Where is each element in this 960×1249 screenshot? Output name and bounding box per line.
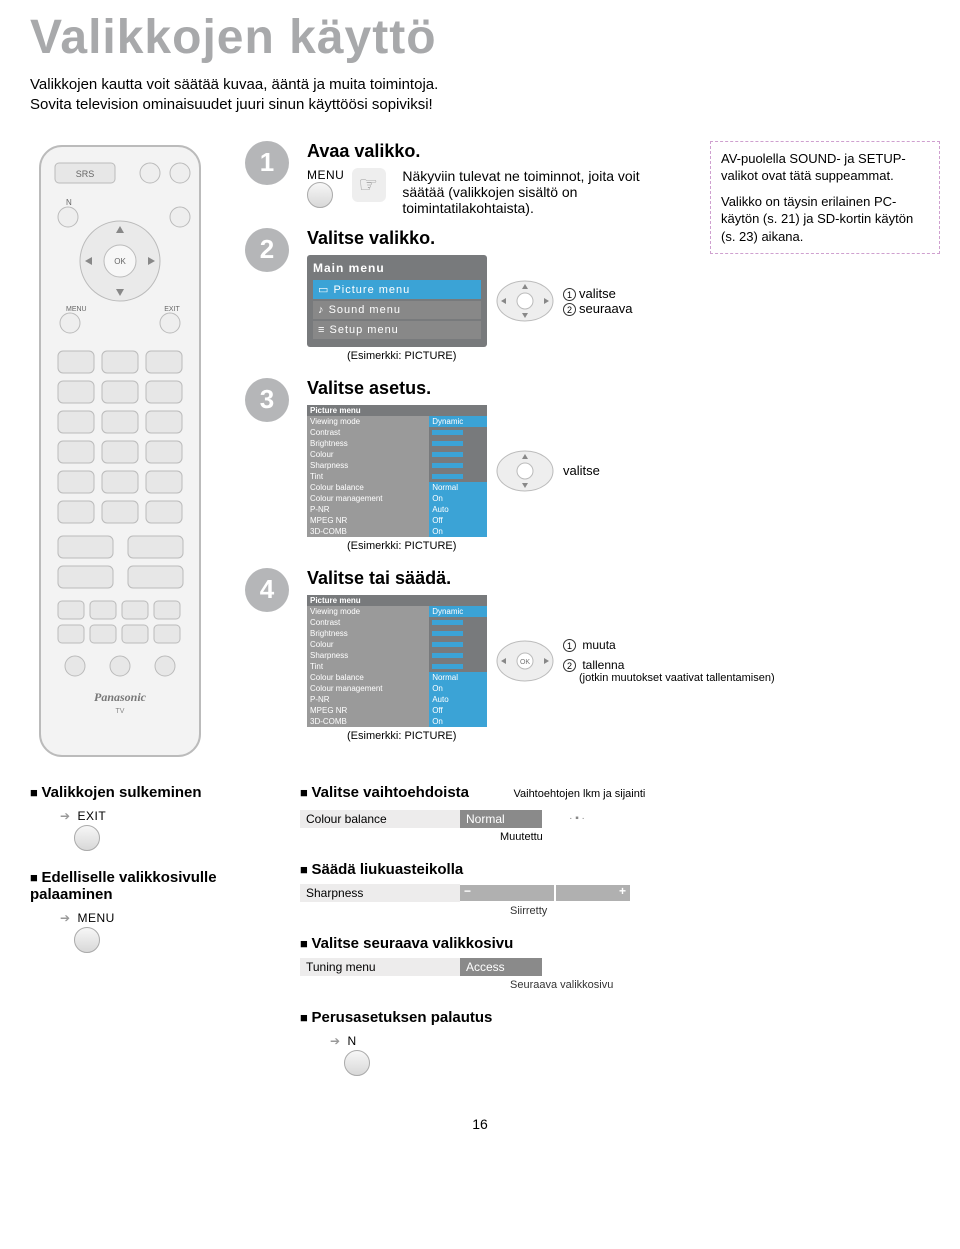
sharpness-row: Sharpness: [300, 884, 930, 902]
slider-heading: Säädä liukuasteikolla: [300, 861, 930, 878]
dpad-icon-3: OK: [495, 639, 555, 683]
menu-item-sound: ♪ Sound menu: [313, 301, 481, 319]
menu-item-picture: ▭ Picture menu: [313, 280, 481, 299]
n-button-icon: [344, 1050, 370, 1076]
step-3: 3 Valitse asetus. Picture menuViewing mo…: [245, 378, 930, 556]
next-page-heading: Valitse seuraava valikkosivu: [300, 935, 930, 952]
remote-illustration: SRS N OK MENU EXIT: [30, 141, 230, 766]
step-badge-4: 4: [245, 568, 289, 612]
back-menu-heading: Edelliselle valikkosivulle palaaminen: [30, 869, 270, 903]
step-4-title: Valitse tai säädä.: [307, 568, 930, 589]
menu-item-setup: ≡ Setup menu: [313, 321, 481, 339]
page-number: 16: [30, 1116, 930, 1132]
svg-text:EXIT: EXIT: [164, 306, 180, 313]
step-4: 4 Valitse tai säädä. Picture menuViewing…: [245, 568, 930, 746]
arrow-icon: ➔: [60, 911, 70, 925]
example-caption-1: (Esimerkki: PICTURE): [347, 350, 930, 362]
menu-button-label: MENU: [307, 168, 344, 182]
reset-heading: Perusasetuksen palautus: [300, 1009, 930, 1026]
dpad-icon: [495, 279, 555, 323]
slider-caption: Siirretty: [510, 905, 930, 917]
menu-button-icon: [307, 182, 333, 208]
step-badge-2: 2: [245, 228, 289, 272]
arrow-icon: ➔: [330, 1034, 340, 1048]
picture-menu-table: Picture menuViewing modeDynamicContrastB…: [307, 405, 487, 537]
menu-button-icon-2: [74, 927, 100, 953]
svg-text:Panasonic: Panasonic: [94, 690, 147, 704]
exit-button-icon: [74, 825, 100, 851]
dpad-labels-2: 1 muuta 2 tallenna (jotkin muutokset vaa…: [563, 638, 775, 684]
colour-balance-row: Colour balance Normal · ▪ ·: [300, 810, 930, 828]
dpad-icon-2: [495, 449, 555, 493]
intro-text: Valikkojen kautta voit säätää kuvaa, ään…: [30, 75, 930, 116]
choose-caption-1: Vaihtoehtojen lkm ja sijainti: [513, 788, 645, 800]
dpad-label-select: valitse: [563, 463, 600, 478]
example-caption-3: (Esimerkki: PICTURE): [347, 730, 930, 742]
step-badge-1: 1: [245, 141, 289, 185]
choose-caption-2: Muutettu: [500, 831, 930, 843]
picture-menu-table-2: Picture menuViewing modeDynamicContrastB…: [307, 595, 487, 727]
page-title: Valikkojen käyttö: [30, 10, 930, 65]
close-menu-heading: Valikkojen sulkeminen: [30, 784, 270, 801]
n-label: N: [348, 1034, 357, 1048]
menu-label-2: MENU: [78, 911, 115, 925]
step-3-title: Valitse asetus.: [307, 378, 930, 399]
tuning-menu-row: Tuning menu Access: [300, 958, 930, 976]
side-note: AV-puolella SOUND- ja SETUP-valikot ovat…: [710, 141, 940, 255]
svg-text:SRS: SRS: [76, 169, 95, 179]
choose-heading: Valitse vaihtoehdoista: [300, 784, 469, 801]
step-1-desc: Näkyviin tulevat ne toiminnot, joita voi…: [402, 168, 662, 216]
svg-text:N: N: [66, 198, 72, 207]
exit-label: EXIT: [78, 809, 107, 823]
svg-text:OK: OK: [520, 659, 530, 666]
hand-icon: [352, 168, 386, 202]
main-menu-box: Main menu ▭ Picture menu ♪ Sound menu ≡ …: [307, 255, 487, 347]
svg-text:TV: TV: [116, 708, 125, 715]
next-caption: Seuraava valikkosivu: [510, 979, 930, 991]
dpad-labels: 1valitse 2seuraava: [563, 286, 632, 316]
example-caption-2: (Esimerkki: PICTURE): [347, 540, 930, 552]
svg-text:MENU: MENU: [66, 306, 87, 313]
step-badge-3: 3: [245, 378, 289, 422]
arrow-icon: ➔: [60, 809, 70, 823]
svg-text:OK: OK: [114, 257, 126, 266]
